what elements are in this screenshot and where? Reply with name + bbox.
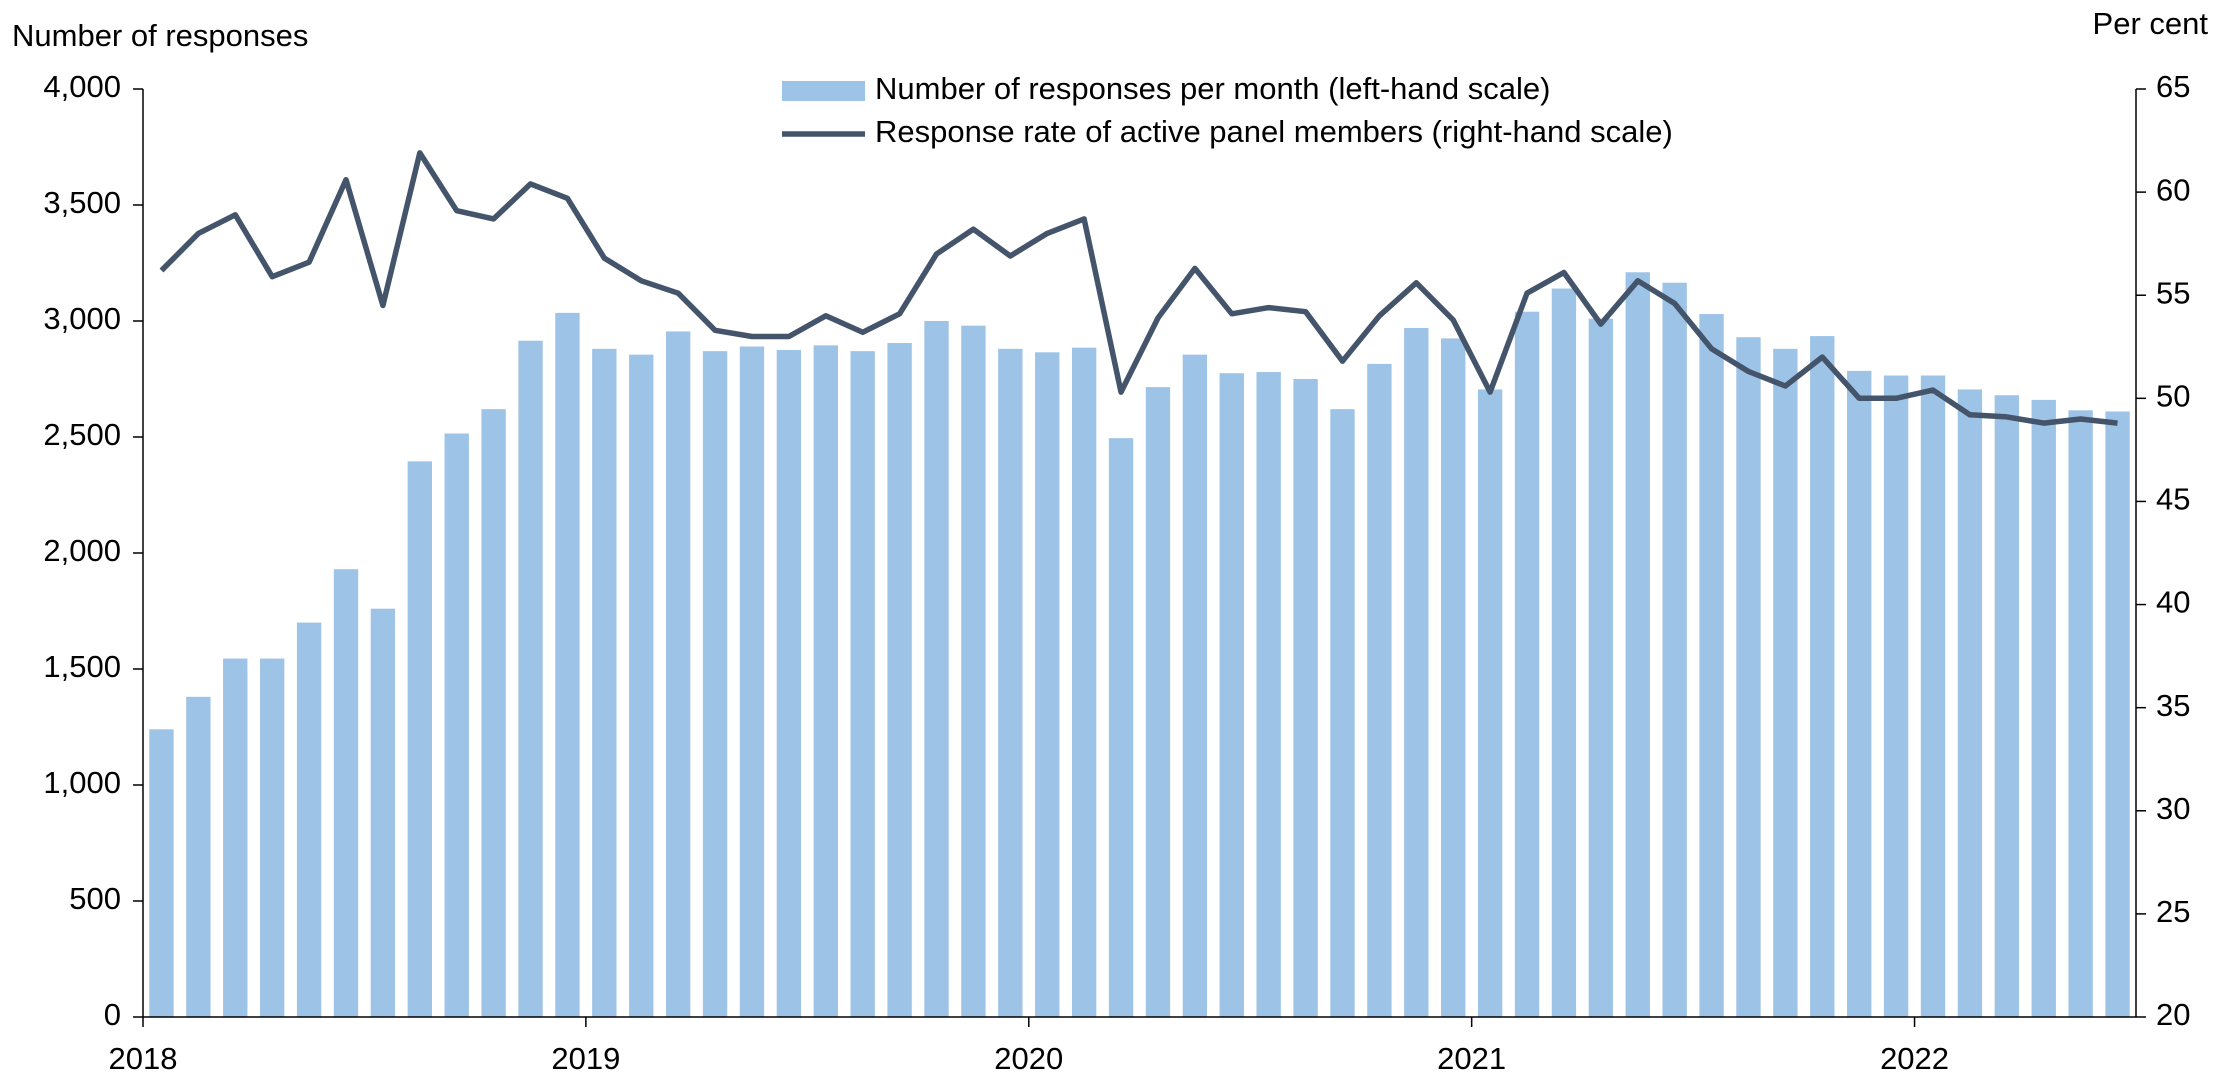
x-tick-label: 2022	[1880, 1041, 1949, 1076]
bar	[1293, 379, 1318, 1017]
y2-tick-label: 50	[2156, 379, 2190, 414]
bar	[1994, 395, 2020, 1017]
bar	[776, 350, 802, 1017]
bar	[1441, 338, 1466, 1017]
bar	[259, 658, 285, 1017]
y-axis-label: Number of responses	[12, 18, 308, 53]
bar	[1736, 337, 1761, 1017]
bar	[629, 354, 654, 1017]
bar	[1256, 372, 1281, 1017]
y2-tick-label: 65	[2156, 69, 2190, 104]
y-tick-label: 2,500	[43, 417, 121, 452]
bar	[2068, 410, 2093, 1017]
bar	[1847, 370, 1872, 1017]
y-tick-label: 500	[69, 881, 121, 916]
bar	[370, 608, 396, 1017]
y-tick-label: 1,500	[43, 649, 121, 684]
x-tick-label: 2021	[1437, 1041, 1506, 1076]
bar	[887, 343, 912, 1017]
bar	[850, 351, 875, 1017]
x-tick-label: 2020	[994, 1041, 1063, 1076]
bar	[592, 348, 617, 1018]
bar	[998, 348, 1023, 1018]
bar	[296, 622, 322, 1017]
bar	[1367, 363, 1392, 1017]
bar	[1071, 347, 1097, 1017]
y-tick-label: 3,000	[43, 301, 121, 336]
bar	[1108, 438, 1134, 1017]
bar	[702, 351, 728, 1017]
bar	[1145, 387, 1171, 1017]
bar	[444, 433, 469, 1017]
bar	[1883, 375, 1909, 1017]
bar	[1588, 318, 1614, 1017]
legend-label: Number of responses per month (left-hand…	[875, 71, 1550, 106]
y2-tick-label: 40	[2156, 585, 2190, 620]
y2-tick-label: 25	[2156, 894, 2190, 929]
y2-axis-label: Per cent	[2093, 6, 2209, 41]
bar	[149, 729, 174, 1017]
line	[159, 150, 2118, 426]
y2-tick-label: 60	[2156, 172, 2190, 207]
y2-tick-label: 20	[2156, 997, 2190, 1032]
bar	[186, 696, 211, 1017]
legend-label: Response rate of active panel members (r…	[875, 114, 1673, 149]
bar	[333, 569, 359, 1017]
bar	[1773, 348, 1798, 1018]
y-tick-label: 0	[104, 997, 121, 1032]
bar	[1330, 409, 1355, 1017]
bar	[1625, 272, 1650, 1017]
bar	[1920, 375, 1946, 1017]
y-tick-label: 1,000	[43, 765, 121, 800]
bar	[1699, 314, 1724, 1017]
bar	[1662, 282, 1687, 1018]
y-tick-label: 2,000	[43, 533, 121, 568]
bar	[1035, 352, 1060, 1017]
bar	[481, 409, 506, 1017]
bar	[1957, 389, 1983, 1017]
bar	[2031, 399, 2056, 1017]
y2-tick-label: 35	[2156, 688, 2190, 723]
bar	[1182, 354, 1208, 1017]
bar	[2105, 411, 2130, 1018]
legend-swatch	[782, 81, 865, 101]
bar	[739, 346, 765, 1017]
bar	[555, 312, 580, 1017]
bar	[665, 331, 691, 1017]
x-tick-label: 2018	[109, 1041, 178, 1076]
y2-tick-label: 45	[2156, 482, 2190, 517]
bar	[1810, 336, 1835, 1018]
bar	[1404, 327, 1429, 1018]
y-tick-label: 3,500	[43, 185, 121, 220]
bar	[924, 321, 949, 1017]
bar	[518, 340, 543, 1018]
bar	[1551, 288, 1577, 1017]
y2-tick-label: 30	[2156, 791, 2190, 826]
x-tick-label: 2019	[551, 1041, 620, 1076]
bar	[1514, 311, 1540, 1018]
bar	[1477, 389, 1503, 1017]
y-tick-label: 4,000	[43, 69, 121, 104]
bar	[813, 345, 838, 1017]
bar	[407, 461, 432, 1017]
bar	[1219, 373, 1244, 1017]
y2-tick-label: 55	[2156, 275, 2190, 310]
bar	[961, 325, 986, 1017]
bar	[223, 658, 248, 1017]
